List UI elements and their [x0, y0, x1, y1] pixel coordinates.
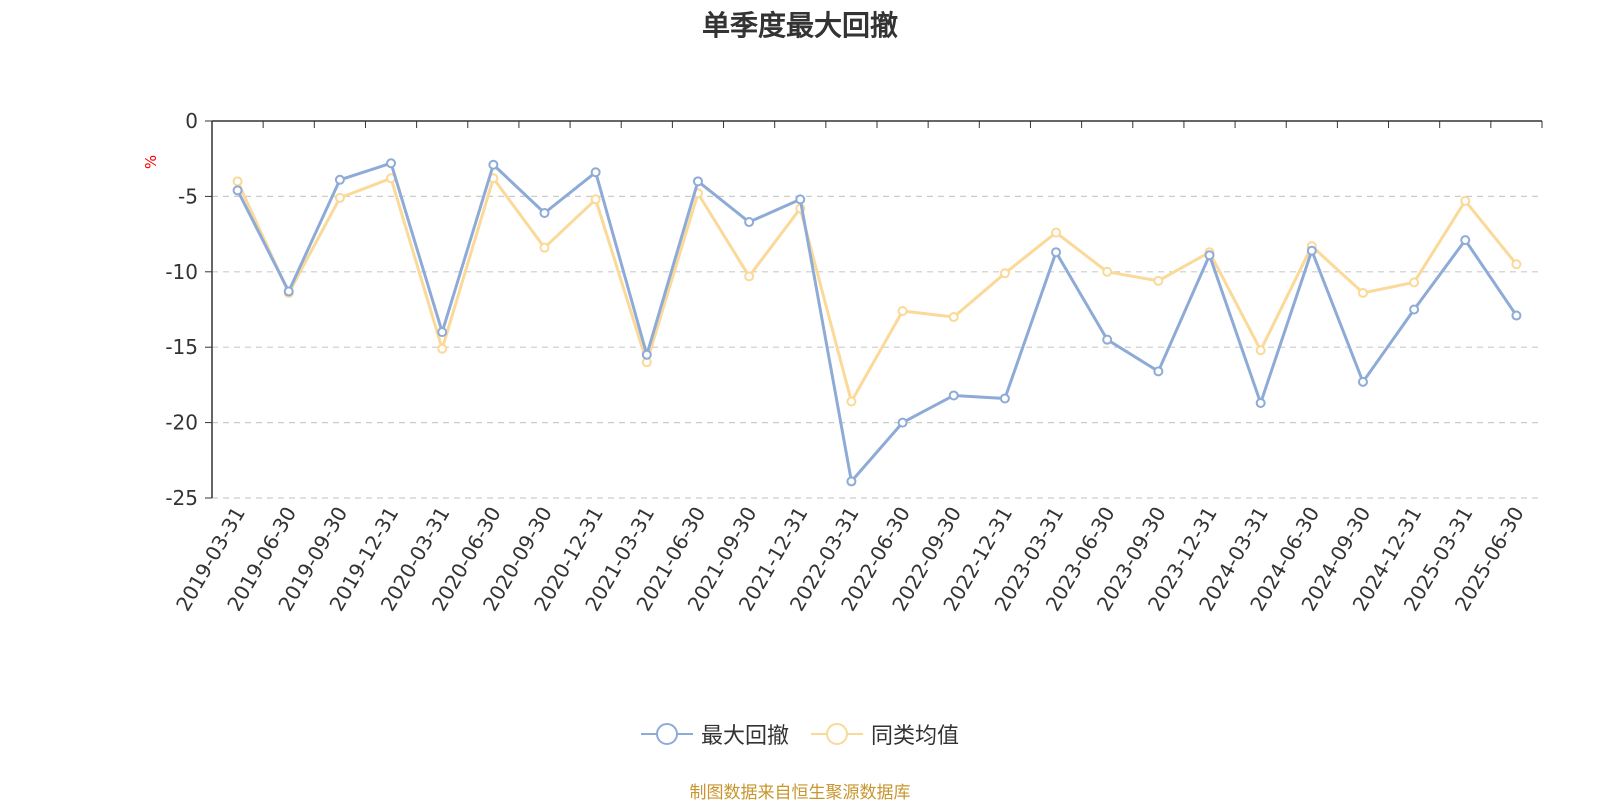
- data-point-1-23[interactable]: [1409, 277, 1420, 288]
- data-point-0-17[interactable]: [1102, 334, 1113, 345]
- legend-item-peer-average[interactable]: 同类均值: [811, 718, 959, 750]
- data-point-1-17[interactable]: [1102, 266, 1113, 277]
- data-point-1-14[interactable]: [948, 312, 959, 323]
- legend-marker-max-drawdown: [640, 723, 693, 745]
- data-point-0-1[interactable]: [283, 286, 294, 297]
- data-point-1-15[interactable]: [999, 268, 1010, 279]
- data-point-0-11[interactable]: [795, 194, 806, 205]
- data-point-0-5[interactable]: [488, 159, 499, 170]
- data-point-1-13[interactable]: [897, 306, 908, 317]
- data-point-0-18[interactable]: [1153, 366, 1164, 377]
- series-line-1: [236, 176, 1518, 403]
- data-point-0-3[interactable]: [386, 158, 397, 169]
- data-point-0-10[interactable]: [744, 217, 755, 228]
- data-point-1-2[interactable]: [334, 192, 345, 203]
- data-point-0-7[interactable]: [590, 167, 601, 178]
- y-tick-label: -10: [165, 260, 198, 284]
- data-point-1-7[interactable]: [590, 194, 601, 205]
- data-point-0-23[interactable]: [1409, 304, 1420, 315]
- data-point-0-19[interactable]: [1204, 250, 1215, 261]
- data-point-0-25[interactable]: [1511, 310, 1522, 321]
- grid-lines: [212, 195, 1542, 499]
- y-tick-label: -25: [165, 486, 198, 510]
- data-point-1-0[interactable]: [232, 176, 243, 187]
- legend-marker-peer-average: [811, 723, 863, 745]
- series-line-0: [236, 161, 1518, 483]
- data-point-0-21[interactable]: [1306, 245, 1317, 256]
- y-tick-label: -15: [165, 335, 198, 359]
- legend-label-peer-average: 同类均值: [871, 724, 960, 749]
- series: [232, 158, 1522, 487]
- chart-title: 单季度最大回撤: [701, 9, 898, 42]
- data-point-0-8[interactable]: [641, 349, 652, 360]
- data-point-0-14[interactable]: [948, 390, 959, 401]
- data-point-0-6[interactable]: [539, 207, 550, 218]
- data-point-1-4[interactable]: [437, 343, 448, 354]
- data-point-1-20[interactable]: [1255, 345, 1266, 356]
- data-point-1-18[interactable]: [1153, 275, 1164, 286]
- data-point-1-25[interactable]: [1511, 259, 1522, 270]
- data-point-0-22[interactable]: [1357, 376, 1368, 387]
- source-note: 制图数据来自恒生聚源数据库: [689, 783, 911, 803]
- data-point-0-15[interactable]: [999, 393, 1010, 404]
- y-tick-label: -5: [178, 184, 198, 208]
- data-point-1-10[interactable]: [744, 271, 755, 282]
- data-point-1-16[interactable]: [1051, 227, 1062, 238]
- data-point-0-12[interactable]: [846, 476, 857, 487]
- data-point-1-22[interactable]: [1357, 287, 1368, 298]
- data-point-1-6[interactable]: [539, 242, 550, 253]
- data-point-0-4[interactable]: [437, 327, 448, 338]
- legend-label-max-drawdown: 最大回撤: [700, 724, 789, 749]
- data-point-0-0[interactable]: [232, 185, 243, 196]
- data-point-1-12[interactable]: [846, 396, 857, 407]
- data-point-0-20[interactable]: [1255, 397, 1266, 408]
- data-point-0-16[interactable]: [1051, 247, 1062, 258]
- y-tick-label: 0: [185, 109, 198, 133]
- y-tick-label: -20: [165, 411, 198, 435]
- data-point-0-13[interactable]: [897, 417, 908, 428]
- legend-item-max-drawdown[interactable]: 最大回撤: [640, 718, 789, 750]
- data-point-0-2[interactable]: [334, 174, 345, 185]
- legend: 最大回撤 同类均值: [0, 718, 1600, 750]
- data-point-1-24[interactable]: [1460, 195, 1471, 206]
- data-point-0-24[interactable]: [1460, 235, 1471, 246]
- data-point-0-9[interactable]: [692, 176, 703, 187]
- y-axis-unit-label: %: [142, 155, 160, 169]
